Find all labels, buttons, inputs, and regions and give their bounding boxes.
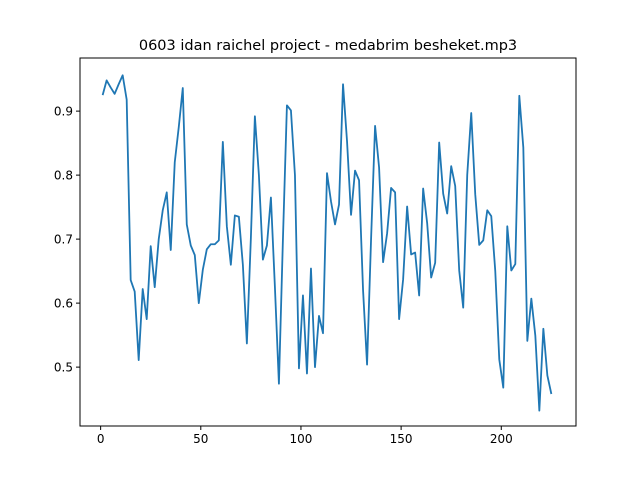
series-line-0 xyxy=(101,74,553,412)
y-axis: 0.5 0.6 0.7 0.8 0.9 xyxy=(54,105,80,375)
y-tick-label: 0.6 xyxy=(54,297,73,311)
x-tick-label: 0 xyxy=(97,432,105,446)
x-tick-label: 100 xyxy=(290,432,313,446)
x-tick-label: 200 xyxy=(490,432,513,446)
y-tick-label: 0.5 xyxy=(54,361,73,375)
chart-title: 0603 idan raichel project - medabrim bes… xyxy=(139,38,517,54)
y-tick-label: 0.8 xyxy=(54,169,73,183)
y-tick-label: 0.7 xyxy=(54,233,73,247)
plot-area xyxy=(101,74,553,412)
x-tick-label: 150 xyxy=(390,432,413,446)
axes-frame xyxy=(79,57,577,427)
x-tick-label: 50 xyxy=(193,432,208,446)
y-tick-label: 0.9 xyxy=(54,105,73,119)
x-axis: 0 50 100 150 200 xyxy=(97,426,513,446)
